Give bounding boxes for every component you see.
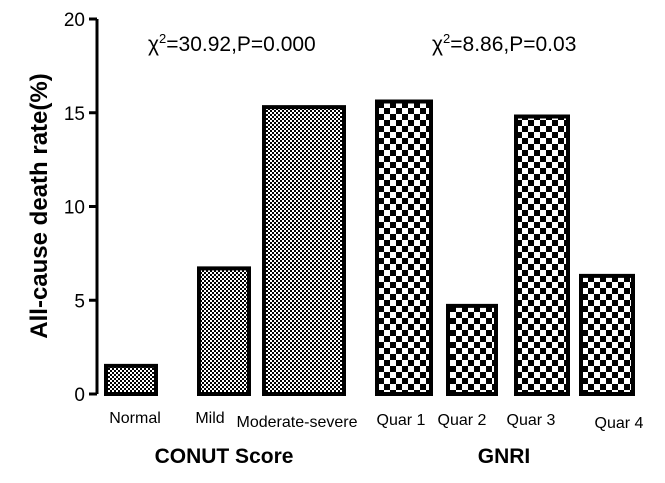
- y-tick-label: 5: [74, 291, 85, 312]
- stat-chi-symbol: χ: [432, 33, 443, 56]
- category-label: Quar 1: [377, 412, 426, 429]
- category-label: Quar 4: [595, 415, 644, 432]
- stat-annotation-conut: χ2=30.92,P=0.000: [148, 31, 316, 56]
- y-tick-label: 0: [74, 385, 85, 406]
- bar-quar-2: [446, 303, 498, 396]
- y-axis-label: All-cause death rate(%): [26, 73, 53, 338]
- bars: [104, 99, 635, 396]
- stat-superscript: 2: [159, 31, 166, 46]
- category-label: Mild: [195, 410, 224, 427]
- bar-normal: [104, 363, 158, 396]
- stat-annotation-gnri: χ2=8.86,P=0.03: [432, 31, 576, 56]
- bar-moderate-severe: [262, 105, 346, 396]
- category-label: Normal: [109, 410, 161, 427]
- y-tick-label: 10: [64, 198, 85, 219]
- group-label-conut: CONUT Score: [155, 445, 294, 468]
- category-labels: Normal Mild Moderate-severe Quar 1 Quar 2 Qua…: [109, 410, 643, 432]
- category-label: Quar 2: [438, 412, 487, 429]
- category-label: Moderate-severe: [237, 414, 358, 431]
- group-label-gnri: GNRI: [478, 445, 531, 468]
- stat-chi-symbol: χ: [148, 33, 159, 56]
- stat-value: =30.92,P=0.000: [166, 33, 315, 56]
- bar-mild: [197, 266, 251, 396]
- bar-quar-1: [375, 99, 433, 396]
- y-axis-ticks: 0 5 10 15 20: [64, 10, 97, 406]
- stat-superscript: 2: [443, 31, 450, 46]
- stat-value: =8.86,P=0.03: [450, 33, 576, 56]
- y-tick-label: 15: [64, 104, 85, 125]
- bar-quar-3: [514, 114, 570, 396]
- bar-quar-4: [579, 273, 635, 396]
- category-label: Quar 3: [507, 412, 556, 429]
- y-tick-label: 20: [64, 10, 85, 31]
